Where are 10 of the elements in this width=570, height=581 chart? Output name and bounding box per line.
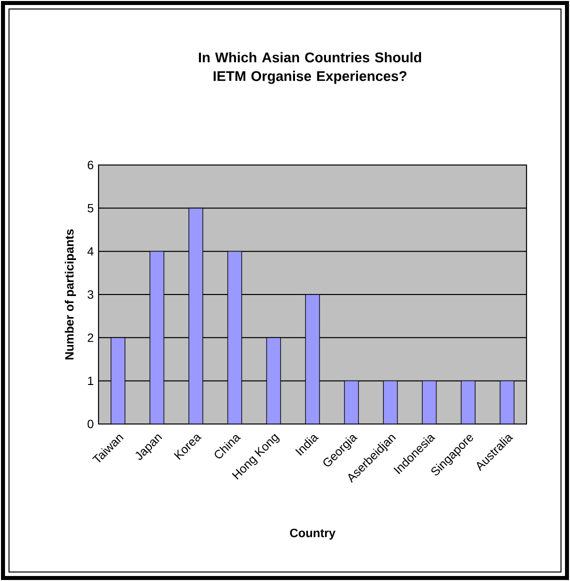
chart-title: In Which Asian Countries Should IETM Organise Experiences?: [198, 52, 422, 84]
y-tick-label: 6: [88, 160, 94, 170]
x-axis-title: Country: [290, 528, 336, 540]
y-tick-label: 3: [88, 290, 94, 299]
y-tick-label: 4: [87, 247, 94, 256]
y-axis-title: Number of participants: [64, 229, 76, 360]
y-tick-label: 1: [88, 376, 94, 385]
y-tick-label: 2: [88, 333, 94, 342]
y-tick-label: 0: [88, 420, 94, 428]
y-tick-label: 5: [88, 204, 94, 212]
